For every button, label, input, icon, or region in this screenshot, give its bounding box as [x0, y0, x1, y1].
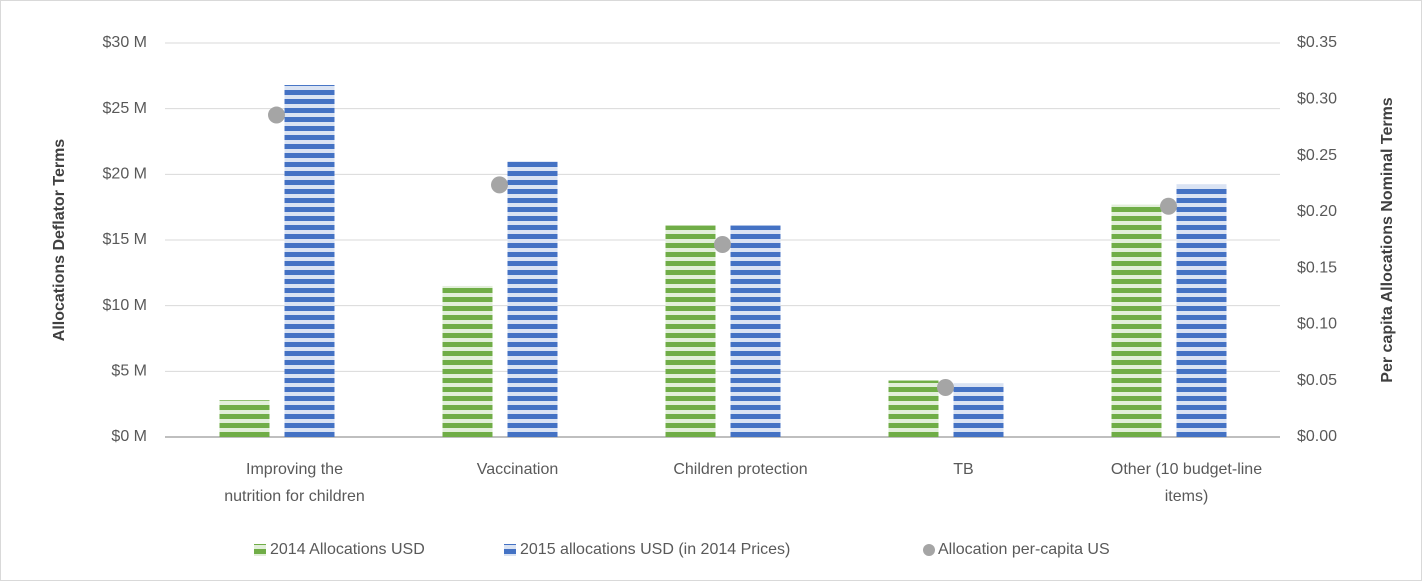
bar: [665, 225, 716, 437]
y2-tick-label: $0.35: [1297, 34, 1337, 51]
y2-tick-label: $0.25: [1297, 147, 1337, 164]
x-tick-label: TB: [953, 461, 973, 478]
y2-tick-label: $0.00: [1297, 428, 1337, 445]
y2-tick-label: $0.10: [1297, 316, 1337, 333]
bar: [1176, 184, 1227, 437]
legend-swatch: [254, 544, 266, 556]
x-tick-label: Vaccination: [477, 461, 559, 478]
y2-tick-label: $0.20: [1297, 203, 1337, 220]
y2-tick-label: $0.05: [1297, 372, 1337, 389]
y2-tick-label: $0.15: [1297, 259, 1337, 276]
y-tick-label: $10 M: [103, 297, 147, 314]
bar: [219, 400, 270, 437]
legend-label: 2014 Allocations USD: [270, 541, 425, 558]
point: [937, 378, 954, 396]
x-tick-label: Improving the nutrition for children: [224, 461, 365, 505]
y-tick-label: $0 M: [111, 428, 147, 445]
y-axis-title: Allocations Deflator Terms: [51, 139, 68, 342]
bar: [953, 383, 1004, 437]
bar: [284, 85, 335, 437]
y-tick-label: $5 M: [111, 363, 147, 380]
point: [1160, 197, 1177, 215]
bar: [888, 380, 939, 437]
point: [491, 176, 508, 194]
x-tick-label: Children protection: [673, 461, 807, 478]
legend-swatch: [504, 544, 516, 556]
y-tick-label: $25 M: [103, 100, 147, 117]
y-tick-label: $15 M: [103, 231, 147, 248]
point: [268, 106, 285, 124]
y2-tick-label: $0.30: [1297, 91, 1337, 108]
point: [714, 236, 731, 254]
y-tick-label: $30 M: [103, 34, 147, 51]
legend-swatch: [923, 544, 935, 556]
legend-label: 2015 allocations USD (in 2014 Prices): [520, 541, 790, 558]
y2-axis-title: Per capita Allocations Nominal Terms: [1379, 97, 1396, 383]
bar: [730, 225, 781, 437]
x-tick-label: Other (10 budget-line items): [1111, 461, 1262, 505]
legend-label: Allocation per-capita US: [938, 541, 1110, 558]
y-tick-label: $20 M: [103, 166, 147, 183]
bar: [442, 285, 493, 437]
bar: [507, 161, 558, 437]
bar: [1111, 204, 1162, 437]
